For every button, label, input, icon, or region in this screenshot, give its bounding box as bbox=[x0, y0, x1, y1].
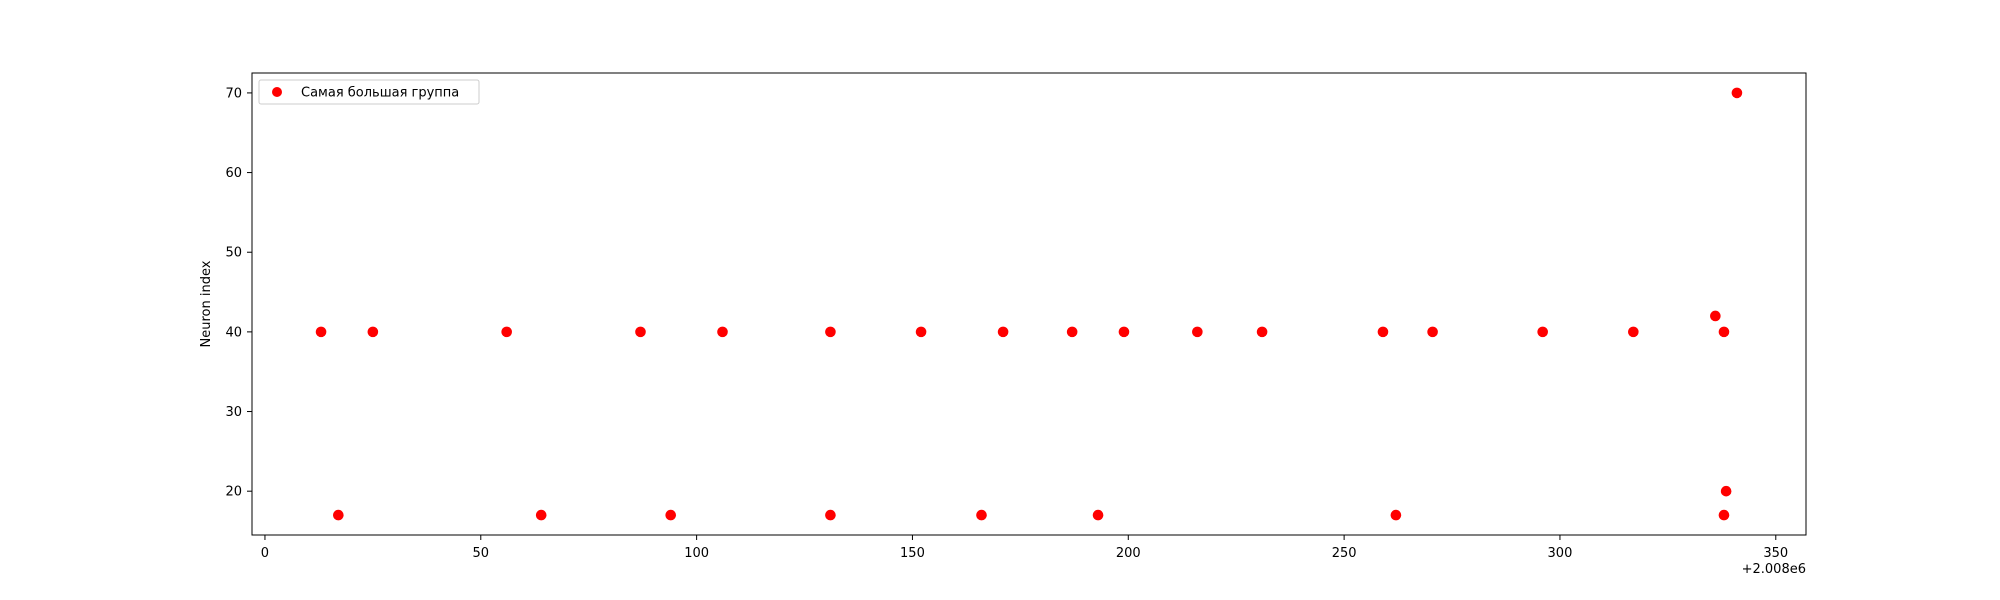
data-point bbox=[1192, 326, 1203, 338]
data-point bbox=[1427, 326, 1438, 338]
y-tick-label: 70 bbox=[225, 86, 242, 101]
legend: Самая большая группа bbox=[258, 79, 480, 105]
y-tick-label: 60 bbox=[225, 166, 242, 181]
y-axis-label: Neuron index bbox=[199, 260, 214, 347]
data-point bbox=[1718, 326, 1730, 338]
data-point bbox=[997, 326, 1009, 338]
data-point bbox=[915, 326, 927, 338]
data-point bbox=[976, 509, 987, 521]
data-point bbox=[1628, 326, 1639, 338]
y-tick-label: 20 bbox=[225, 485, 242, 500]
data-point bbox=[635, 326, 646, 338]
data-point bbox=[367, 326, 379, 338]
y-tick-label: 40 bbox=[225, 325, 242, 340]
data-point bbox=[1390, 509, 1402, 521]
x-tick-label: 350 bbox=[1763, 546, 1788, 561]
data-points bbox=[315, 87, 1743, 521]
x-tick-label: 50 bbox=[473, 546, 490, 561]
data-point bbox=[535, 509, 547, 521]
axis-ticks: 0 50 100 150 200 250 300 350 20 30 40 50 60 70 bbox=[225, 86, 1788, 561]
data-point bbox=[1720, 485, 1732, 497]
data-point bbox=[333, 509, 344, 521]
x-tick-label: 300 bbox=[1548, 546, 1573, 561]
data-point bbox=[1731, 87, 1743, 99]
plot-frame bbox=[251, 72, 1807, 536]
data-point bbox=[501, 326, 512, 338]
y-tick-label: 30 bbox=[225, 405, 242, 420]
x-tick-label: 150 bbox=[900, 546, 925, 561]
x-tick-label: 200 bbox=[1116, 546, 1141, 561]
data-point bbox=[1710, 310, 1721, 322]
x-tick-label: 100 bbox=[684, 546, 709, 561]
legend-label: Самая большая группа bbox=[301, 86, 459, 101]
data-point bbox=[1256, 326, 1268, 338]
data-point bbox=[1377, 326, 1389, 338]
data-point bbox=[315, 326, 327, 338]
data-point bbox=[665, 509, 677, 521]
data-point bbox=[1718, 509, 1730, 521]
data-point bbox=[1092, 509, 1104, 521]
legend-marker bbox=[272, 87, 282, 97]
x-axis-offset-label: +2.008e6 bbox=[1742, 562, 1806, 577]
data-point bbox=[1118, 326, 1130, 338]
data-point bbox=[717, 326, 728, 338]
data-point bbox=[825, 326, 836, 338]
x-tick-label: 250 bbox=[1332, 546, 1357, 561]
y-tick-label: 50 bbox=[225, 246, 242, 261]
data-point bbox=[1537, 326, 1548, 338]
data-point bbox=[825, 509, 836, 521]
legend-box bbox=[258, 79, 480, 105]
data-point bbox=[1066, 326, 1078, 338]
x-tick-label: 0 bbox=[261, 546, 269, 561]
